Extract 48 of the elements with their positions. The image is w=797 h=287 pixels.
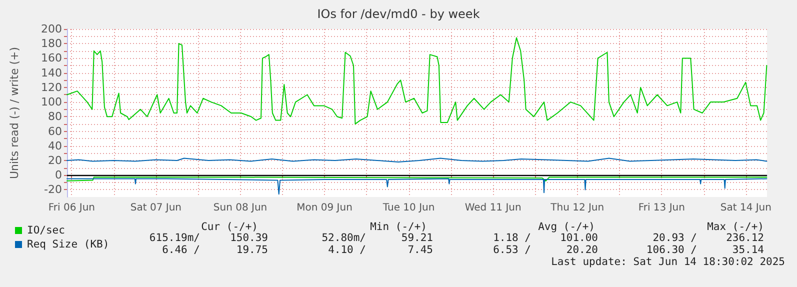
x-tick-label: Thu 12 Jun: [550, 202, 604, 214]
x-tick-label: Mon 09 Jun: [296, 202, 352, 214]
text: 6.46 /: [162, 244, 200, 256]
x-tick-label: Fri 06 Jun: [48, 202, 95, 214]
text: 19.75: [236, 244, 268, 256]
text: Max (-/+): [707, 221, 764, 233]
y-tick-label: 140: [41, 66, 62, 80]
y-tick-label: 120: [41, 80, 62, 94]
text: 4.10 /: [328, 244, 366, 256]
text: 52.80m/: [322, 232, 366, 244]
legend-label: IO/sec: [27, 224, 65, 236]
text: 615.19m/: [149, 232, 200, 244]
text: 7.45: [408, 244, 433, 256]
y-tick-label: 100: [41, 96, 62, 109]
x-tick-label: Sat 14 Jun: [720, 202, 772, 214]
y-tick-label: 40: [48, 139, 62, 152]
text: 20.20: [566, 244, 598, 256]
text: 6.53 /: [493, 244, 531, 256]
y-tick-label: -20: [44, 183, 62, 196]
x-tick-label: Fri 13 Jun: [638, 202, 685, 214]
line-series: [66, 37, 768, 124]
x-tick-label: Sun 08 Jun: [213, 202, 268, 214]
text: 150.39: [230, 232, 268, 244]
y-tick-label: 0: [55, 168, 62, 182]
y-tick-label: 180: [41, 37, 62, 50]
x-tick-label: Sat 07 Jun: [130, 202, 182, 214]
text: 101.00: [560, 232, 598, 244]
x-tick-label: Tue 10 Jun: [382, 202, 435, 214]
text: Last update: Sat Jun 14 18:30:02 2025: [551, 256, 785, 268]
line-series: [66, 178, 768, 195]
y-tick-label: 200: [41, 22, 62, 36]
text: Min (-/+): [370, 221, 427, 233]
legend-label: Req Size (KB): [27, 238, 110, 250]
y-tick-label: 80: [48, 110, 62, 124]
y-axis-title: Units read (-) / write (+): [8, 46, 21, 180]
y-tick-label: 60: [48, 124, 62, 138]
text: 106.30 /: [646, 244, 697, 256]
text: 59.21: [401, 232, 433, 244]
text: 35.14: [732, 244, 764, 256]
y-tick-label: 20: [48, 154, 62, 167]
y-tick-label: 160: [41, 52, 62, 65]
text: Avg (-/+): [538, 221, 595, 233]
text: 20.93 /: [652, 232, 697, 244]
text: 1.18 /: [493, 232, 531, 244]
chart-title: IOs for /dev/md0 - by week: [317, 7, 480, 21]
text: 236.12: [726, 232, 764, 244]
text: Cur (-/+): [201, 221, 258, 233]
x-tick-label: Wed 11 Jun: [464, 202, 522, 214]
